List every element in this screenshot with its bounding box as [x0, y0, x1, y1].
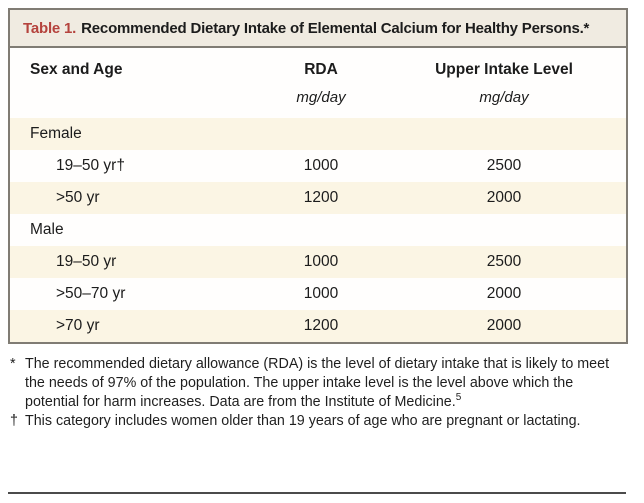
- footnote-body: The recommended dietary allowance (RDA) …: [25, 356, 610, 410]
- table-title-bar: Table 1. Recommended Dietary Intake of El…: [10, 10, 626, 48]
- row-label: Female: [30, 125, 82, 142]
- table-row-male-over-70: >70 yr 1200 2000: [10, 310, 626, 342]
- col-header-rda: RDA mg/day: [246, 61, 396, 106]
- table-container: Table 1. Recommended Dietary Intake of El…: [8, 8, 628, 344]
- row-label: >50–70 yr: [56, 285, 126, 302]
- row-label: 19–50 yr†: [56, 157, 125, 174]
- table-row-male: Male: [10, 214, 626, 246]
- footnote-body: This category includes women older than …: [25, 413, 581, 429]
- table-number: Table 1.: [23, 20, 77, 37]
- table-row-male-19-50: 19–50 yr 1000 2500: [10, 246, 626, 278]
- col-header-sex-and-age: Sex and Age: [30, 61, 123, 78]
- rda-value: 1200: [303, 317, 339, 334]
- upper-unit-label: mg/day: [479, 89, 529, 106]
- footnote-dagger: † This category includes women older tha…: [10, 412, 628, 431]
- col-header-upper-label: Upper Intake Level: [435, 61, 573, 78]
- upper-value: 2000: [486, 285, 522, 302]
- row-label: >50 yr: [56, 189, 100, 206]
- col-header-upper-intake-level: Upper Intake Level mg/day: [396, 61, 612, 106]
- row-label: Male: [30, 221, 64, 238]
- upper-value: 2000: [486, 189, 522, 206]
- rda-value: 1000: [303, 157, 339, 174]
- table-header-row: Sex and Age RDA mg/day Upper Intake Leve…: [10, 48, 626, 118]
- row-label: >70 yr: [56, 317, 100, 334]
- rda-value: 1200: [303, 189, 339, 206]
- table-row-female-over-50: >50 yr 1200 2000: [10, 182, 626, 214]
- upper-value: 2000: [486, 317, 522, 334]
- footnote-asterisk: * The recommended dietary allowance (RDA…: [10, 355, 628, 412]
- bottom-rule: [8, 492, 626, 494]
- col-header-rda-label: RDA: [304, 61, 338, 78]
- rda-value: 1000: [303, 253, 339, 270]
- footnote-text: The recommended dietary allowance (RDA) …: [25, 355, 615, 412]
- rda-value: 1000: [303, 285, 339, 302]
- footnote-text: This category includes women older than …: [25, 412, 615, 431]
- table-row-male-50-70: >50–70 yr 1000 2000: [10, 278, 626, 310]
- footnote-marker: †: [10, 413, 18, 429]
- table-title: Recommended Dietary Intake of Elemental …: [81, 20, 590, 37]
- row-label: 19–50 yr: [56, 253, 117, 270]
- footnotes: * The recommended dietary allowance (RDA…: [8, 355, 628, 431]
- rda-unit-label: mg/day: [296, 89, 346, 106]
- upper-value: 2500: [486, 157, 522, 174]
- upper-value: 2500: [486, 253, 522, 270]
- footnote-reference-superscript: 5: [455, 392, 462, 404]
- table-row-female: Female: [10, 118, 626, 150]
- page: Table 1. Recommended Dietary Intake of El…: [8, 8, 628, 431]
- table-row-female-19-50: 19–50 yr† 1000 2500: [10, 150, 626, 182]
- footnote-marker: *: [10, 356, 16, 372]
